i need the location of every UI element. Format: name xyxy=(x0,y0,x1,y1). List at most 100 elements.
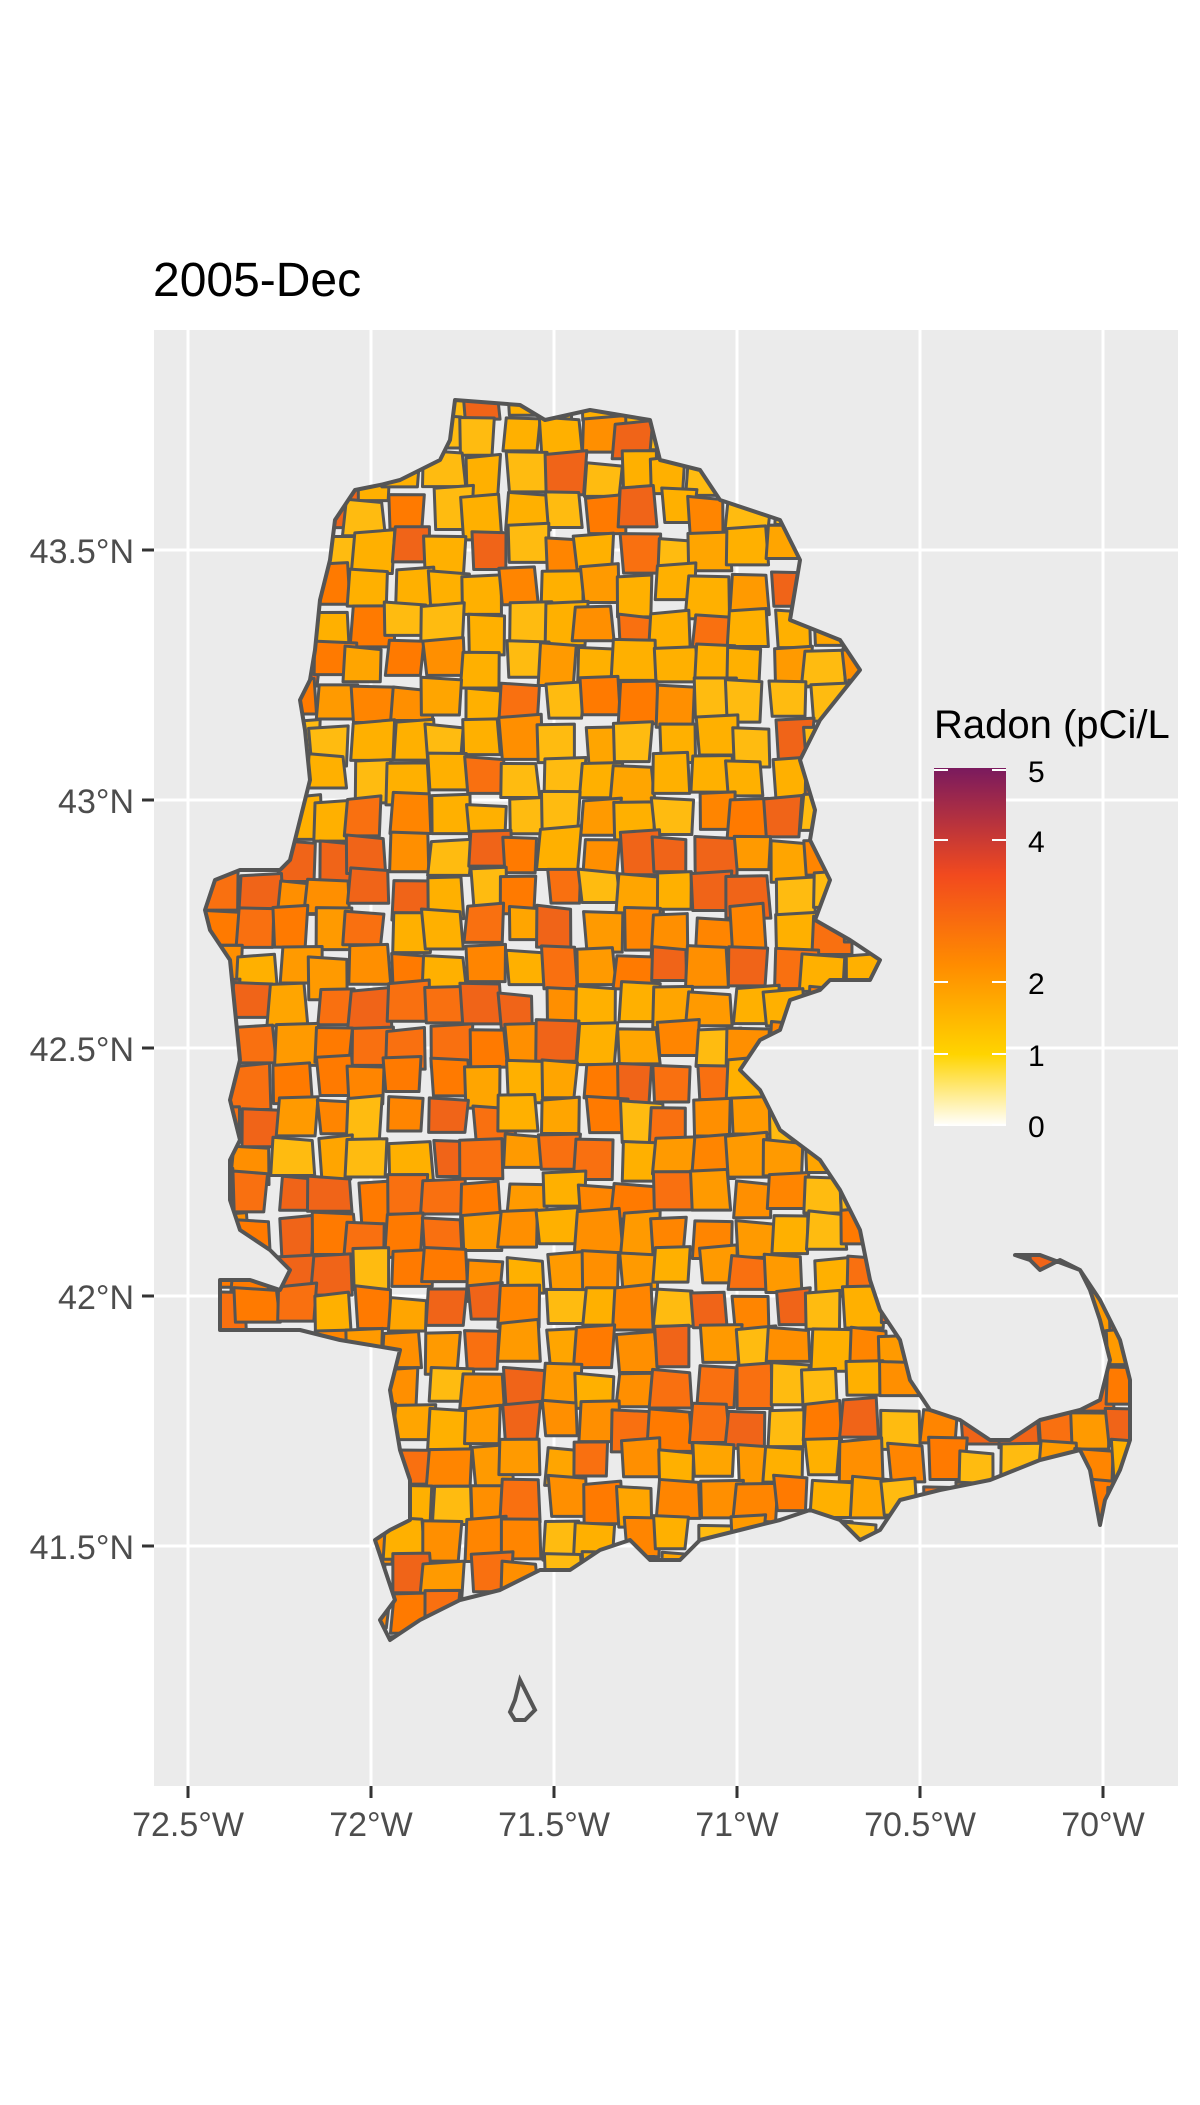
municipality-polygon xyxy=(582,1062,624,1100)
municipality-polygon xyxy=(544,680,587,720)
municipality-polygon xyxy=(540,1398,579,1438)
legend-title: Radon (pCi/L xyxy=(934,703,1170,747)
municipality-polygon xyxy=(468,1028,510,1069)
municipality-polygon xyxy=(426,837,475,877)
municipality-polygon xyxy=(349,684,396,724)
municipality-polygon xyxy=(546,1473,588,1518)
municipality-polygon xyxy=(570,604,616,643)
municipality-polygon xyxy=(341,909,386,947)
island-block xyxy=(507,1674,538,1722)
municipality-polygon xyxy=(345,567,389,608)
municipality-polygon xyxy=(687,1401,732,1444)
municipality-polygon xyxy=(684,990,734,1028)
municipality-polygon xyxy=(341,644,383,684)
municipality-polygon xyxy=(313,1290,353,1335)
x-tick-label-6: 70°W xyxy=(1061,1806,1145,1844)
legend: Radon (pCi/L 5 4 2 1 0 xyxy=(934,703,1170,1144)
municipality-polygon xyxy=(539,789,582,831)
municipality-polygon xyxy=(575,1021,620,1067)
municipality-polygon xyxy=(692,1096,732,1138)
municipality-polygon xyxy=(540,1058,580,1100)
municipality-polygon xyxy=(726,945,770,988)
municipality-polygon xyxy=(571,1137,615,1181)
municipality-polygon xyxy=(575,946,618,987)
municipality-polygon xyxy=(647,1367,694,1410)
municipality-polygon xyxy=(684,944,731,989)
municipality-polygon xyxy=(543,449,589,497)
municipality-polygon xyxy=(582,461,624,498)
municipality-polygon xyxy=(419,675,464,717)
municipality-polygon xyxy=(803,1288,842,1331)
municipality-polygon xyxy=(387,493,426,531)
municipality-polygon xyxy=(237,871,285,912)
municipality-polygon xyxy=(651,750,692,795)
municipality-polygon xyxy=(349,718,397,762)
municipality-polygon xyxy=(496,1092,540,1133)
municipality-polygon xyxy=(765,1170,811,1211)
municipality-polygon xyxy=(463,1064,502,1110)
municipality-polygon xyxy=(345,866,391,905)
municipality-polygon xyxy=(458,650,501,690)
municipality-polygon xyxy=(799,648,848,688)
municipality-polygon xyxy=(305,752,349,790)
municipality-polygon xyxy=(496,1317,542,1363)
municipality-polygon xyxy=(420,1246,469,1284)
x-axis: 72.5°W 72°W 71.5°W 71°W 70.5°W 70°W xyxy=(132,1786,1145,1844)
municipality-polygon xyxy=(572,1440,610,1478)
municipality-polygon xyxy=(762,1252,804,1294)
municipality-polygon xyxy=(650,945,689,983)
municipality-polygon xyxy=(582,910,625,954)
x-tick-label-5: 70.5°W xyxy=(864,1806,976,1844)
legend-tick-label-2: 2 xyxy=(1028,968,1045,1001)
municipality-polygon xyxy=(462,901,506,944)
x-tick-label-3: 71.5°W xyxy=(498,1806,610,1844)
municipality-polygon xyxy=(496,1208,539,1249)
municipality-polygon xyxy=(234,906,276,949)
municipality-polygon xyxy=(499,761,542,799)
municipality-polygon xyxy=(844,1359,885,1397)
municipality-polygon xyxy=(651,1287,698,1328)
municipality-polygon xyxy=(458,981,504,1026)
municipality-polygon xyxy=(385,978,432,1023)
municipality-polygon xyxy=(342,794,383,838)
legend-tick-label-0: 0 xyxy=(1028,1111,1045,1144)
municipality-polygon xyxy=(652,1514,690,1551)
legend-tick-label-1: 1 xyxy=(1028,1040,1045,1073)
municipality-polygon xyxy=(654,1477,702,1520)
municipality-polygon xyxy=(506,521,551,564)
municipality-polygon xyxy=(458,1137,505,1181)
municipality-polygon xyxy=(653,1323,691,1369)
municipality-polygon xyxy=(728,572,771,617)
municipality-polygon xyxy=(463,755,506,795)
municipality-polygon xyxy=(683,574,732,621)
municipality-polygon xyxy=(430,792,472,836)
municipality-polygon xyxy=(654,683,696,729)
municipality-polygon xyxy=(504,450,551,494)
municipality-polygon xyxy=(616,1027,662,1066)
municipality-polygon xyxy=(271,903,310,949)
municipality-polygon xyxy=(732,1179,773,1220)
municipality-polygon xyxy=(576,867,622,905)
municipality-polygon xyxy=(419,907,465,951)
municipality-polygon xyxy=(231,1169,270,1214)
municipality-polygon xyxy=(655,870,693,911)
municipality-polygon xyxy=(461,717,502,757)
municipality-polygon xyxy=(499,1517,543,1561)
municipality-polygon xyxy=(837,1436,885,1484)
y-tick-label-3: 42.5°N xyxy=(30,1031,134,1069)
y-tick-label-2: 43°N xyxy=(58,783,134,821)
municipality-polygon xyxy=(618,532,663,575)
municipality-polygon xyxy=(388,790,433,835)
municipality-polygon xyxy=(269,1135,317,1178)
municipality-polygon xyxy=(470,530,508,571)
legend-tick-label-4: 4 xyxy=(1028,826,1045,859)
legend-tick-marks xyxy=(934,769,1006,1126)
municipality-polygon xyxy=(619,1436,662,1479)
municipality-polygon xyxy=(351,1246,391,1292)
municipality-polygon xyxy=(353,1284,392,1331)
municipality-polygon xyxy=(803,1436,842,1477)
municipality-polygon xyxy=(614,1330,660,1375)
municipality-polygon xyxy=(460,573,503,616)
municipality-polygon xyxy=(426,875,466,921)
